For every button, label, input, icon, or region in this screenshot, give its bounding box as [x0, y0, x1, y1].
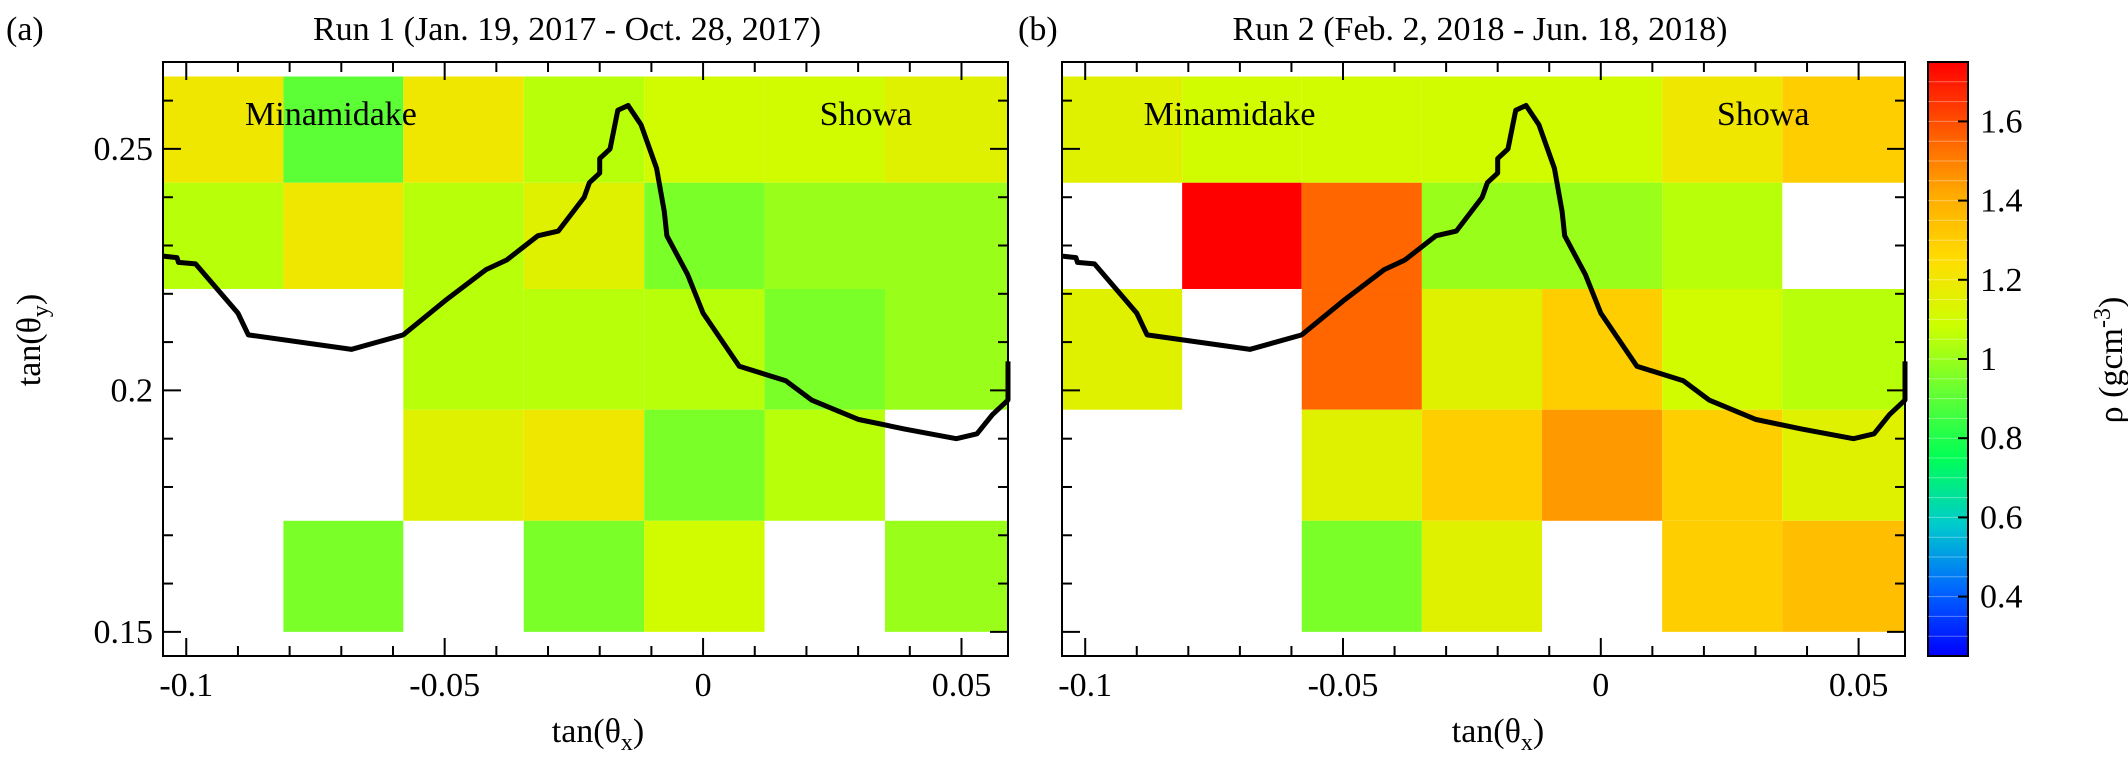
panel-run-1: (a) Run 1 (Jan. 19, 2017 - Oct. 28, 2017… [6, 11, 1011, 756]
location-labels: Minamidake Showa [245, 96, 912, 133]
colorbar-tick-label: 0.6 [1980, 499, 2023, 536]
location-label: Minamidake [1144, 96, 1316, 133]
heatmap-cell [1182, 182, 1302, 289]
heatmap-cell [283, 520, 404, 632]
outline-line [1061, 102, 1908, 442]
heatmap-cell [523, 520, 645, 632]
heatmap-cell [1542, 409, 1663, 521]
outline-line [162, 102, 1011, 442]
heatmap-cell [884, 520, 1008, 632]
location-label: Minamidake [245, 96, 417, 133]
x-tick-label: -0.05 [409, 667, 480, 704]
plot-frame [162, 61, 1009, 657]
heatmap-cell [1182, 76, 1302, 183]
colorbar-tick-label: 1.4 [1980, 183, 2023, 220]
panel-run-2: (b) Run 2 (Feb. 2, 2018 - Jun. 18, 2018)… [1018, 11, 1908, 756]
heatmap-cell [1062, 76, 1183, 183]
y-tick-label: 0.2 [111, 372, 154, 409]
heatmap-cell [1662, 288, 1783, 410]
heatmap-cell [403, 182, 524, 289]
heatmap-cell [1301, 182, 1422, 289]
location-label: Showa [1717, 96, 1810, 133]
heatmap-cell [1542, 288, 1663, 410]
x-axis-label: tan(θx) [552, 713, 644, 756]
colorbar-ticks: 0.4 0.6 0.8 1 1.2 1.4 1.6 [1927, 61, 2023, 657]
heatmap-cell [1782, 76, 1905, 183]
colorbar-tick-label: 0.4 [1980, 579, 2023, 616]
heatmap-cell [884, 182, 1008, 289]
heatmap-cell [403, 76, 524, 183]
heatmap-cell [644, 409, 765, 521]
heatmap-cell [1782, 288, 1905, 410]
x-axis-label: tan(θx) [1452, 713, 1544, 756]
location-label: Showa [820, 96, 913, 133]
crater-outline [1061, 102, 1908, 442]
plot-frame [1061, 61, 1906, 657]
heatmap-cell [283, 76, 404, 183]
x-tick-label: 0 [1592, 667, 1609, 704]
heatmap-cell [523, 76, 645, 183]
heatmap-cell [1062, 288, 1183, 410]
y-tick-label: 0.15 [94, 614, 154, 651]
heatmap-cell [1421, 520, 1543, 632]
heatmap-cell [884, 288, 1008, 410]
heatmap-cell [644, 520, 765, 632]
x-tick-label: -0.05 [1308, 667, 1379, 704]
heatmap-cells [163, 76, 1008, 632]
heatmap-cell [1662, 76, 1783, 183]
x-tick-label: 0 [695, 667, 712, 704]
heatmap-cell [1662, 182, 1783, 289]
panel-label: (a) [6, 11, 44, 48]
axes: -0.1 -0.05 0 0.05 [1058, 61, 1906, 704]
colorbar-tick-label: 1.2 [1980, 262, 2023, 299]
colorbar-tick-label: 0.8 [1980, 420, 2023, 457]
heatmap-cell [764, 76, 885, 183]
heatmap-cell [644, 76, 765, 183]
panel-title: Run 1 (Jan. 19, 2017 - Oct. 28, 2017) [313, 11, 821, 48]
heatmap-cell [764, 409, 885, 521]
x-tick-label: -0.1 [159, 667, 213, 704]
heatmap-cell [523, 409, 645, 521]
colorbar-tick-label: 1 [1980, 341, 1997, 378]
heatmap-cell [644, 288, 765, 410]
heatmap-cell [1301, 520, 1422, 632]
panel-label: (b) [1018, 11, 1058, 48]
heatmap-cell [283, 182, 404, 289]
heatmap-cell [163, 182, 284, 289]
heatmap-cell [764, 182, 885, 289]
x-tick-label: 0.05 [932, 667, 992, 704]
colorbar-tick-label: 1.6 [1980, 103, 2023, 140]
heatmap-cell [1301, 288, 1422, 410]
axes: -0.1 -0.05 0 0.05 0.15 0.2 0.25 [94, 61, 1009, 704]
heatmap-cell [523, 288, 645, 410]
heatmap-cell [403, 409, 524, 521]
heatmap-cell [1662, 409, 1783, 521]
heatmap-cell [1662, 520, 1783, 632]
heatmap-cell [1301, 76, 1422, 183]
heatmap-cell [1782, 520, 1905, 632]
heatmap-cell [1301, 409, 1422, 521]
x-tick-label: 0.05 [1829, 667, 1889, 704]
heatmap-cell [1421, 76, 1543, 183]
heatmap-cells [1062, 76, 1905, 632]
heatmap-cell [403, 288, 524, 410]
crater-outline [162, 102, 1011, 442]
heatmap-cell [884, 76, 1008, 183]
x-tick-label: -0.1 [1058, 667, 1112, 704]
heatmap-cell [1542, 76, 1663, 183]
colorbar: 0.4 0.6 0.8 1 1.2 1.4 1.6 ρ (gcm-3) [1927, 61, 2128, 657]
y-axis-label: tan(θy) [11, 294, 54, 386]
heatmap-cell [1421, 409, 1543, 521]
location-labels: Minamidake Showa [1144, 96, 1810, 133]
panel-title: Run 2 (Feb. 2, 2018 - Jun. 18, 2018) [1233, 11, 1728, 48]
heatmap-cell [1421, 288, 1543, 410]
heatmap-cell [764, 288, 885, 410]
y-tick-label: 0.25 [94, 131, 154, 168]
colorbar-label: ρ (gcm-3) [2090, 297, 2128, 424]
heatmap-cell [163, 76, 284, 183]
